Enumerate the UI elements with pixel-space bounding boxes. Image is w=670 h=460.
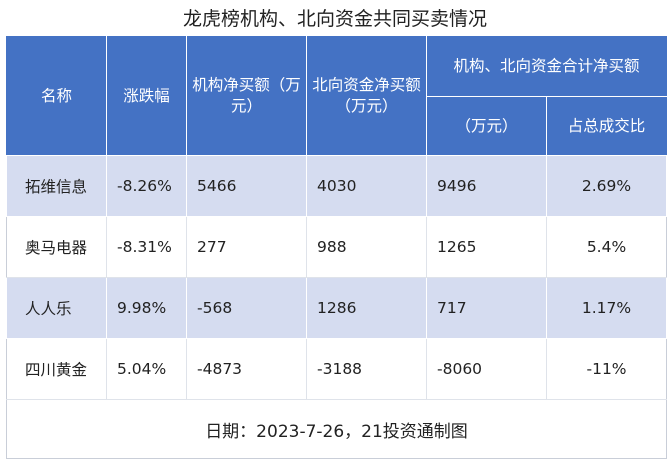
- cell-north-net: 4030: [306, 155, 427, 217]
- cell-combined: 717: [426, 277, 547, 339]
- cell-inst-net: -4873: [186, 338, 307, 400]
- cell-name: 拓维信息: [6, 155, 107, 217]
- cell-combined: 1265: [426, 216, 547, 278]
- cell-north-net: 988: [306, 216, 427, 278]
- cell-north-net: -3188: [306, 338, 427, 400]
- header-north-net: 北向资金净买额（万元）: [306, 36, 427, 156]
- table-row: 人人乐 9.98% -568 1286 717 1.17%: [6, 277, 668, 339]
- cell-change: 9.98%: [106, 277, 187, 339]
- table-row: 四川黄金 5.04% -4873 -3188 -8060 -11%: [6, 338, 668, 400]
- cell-change: -8.26%: [106, 155, 187, 217]
- cell-ratio: -11%: [545, 338, 668, 400]
- data-table: 名称 涨跌幅 机构净买额（万元） 北向资金净买额（万元） 机构、北向资金合计净买…: [5, 36, 668, 459]
- table-title: 龙虎榜机构、北向资金共同买卖情况: [182, 8, 487, 30]
- cell-name: 奥马电器: [6, 216, 107, 278]
- cell-ratio: 5.4%: [545, 216, 668, 278]
- cell-inst-net: -568: [186, 277, 307, 339]
- cell-name: 人人乐: [6, 277, 107, 339]
- header-row-top: 名称 涨跌幅 机构净买额（万元） 北向资金净买额（万元） 机构、北向资金合计净买…: [6, 36, 668, 156]
- footer-caption: 日期：2023-7-26，21投资通制图: [5, 399, 668, 459]
- table-row: 拓维信息 -8.26% 5466 4030 9496 2.69%: [6, 155, 668, 217]
- footer-row: 日期：2023-7-26，21投资通制图: [5, 399, 668, 459]
- cell-name: 四川黄金: [6, 338, 107, 400]
- header-row-bottom: （万元） 占总成交比: [7, 96, 668, 156]
- cell-ratio: 1.17%: [545, 277, 668, 339]
- table-row: 奥马电器 -8.31% 277 988 1265 5.4%: [6, 216, 668, 278]
- cell-combined: -8060: [426, 338, 547, 400]
- header-ratio: 占总成交比: [545, 96, 668, 156]
- header-inst-net: 机构净买额（万元）: [186, 36, 307, 156]
- header-name: 名称: [6, 36, 107, 156]
- cell-north-net: 1286: [306, 277, 427, 339]
- header-combined-unit: （万元）: [426, 96, 547, 156]
- header-change: 涨跌幅: [106, 36, 187, 156]
- cell-change: -8.31%: [106, 216, 187, 278]
- header-combined-group: 机构、北向资金合计净买额: [425, 36, 668, 97]
- cell-change: 5.04%: [106, 338, 187, 400]
- cell-combined: 9496: [426, 155, 547, 217]
- cell-ratio: 2.69%: [545, 155, 668, 217]
- cell-inst-net: 5466: [186, 155, 307, 217]
- cell-inst-net: 277: [186, 216, 307, 278]
